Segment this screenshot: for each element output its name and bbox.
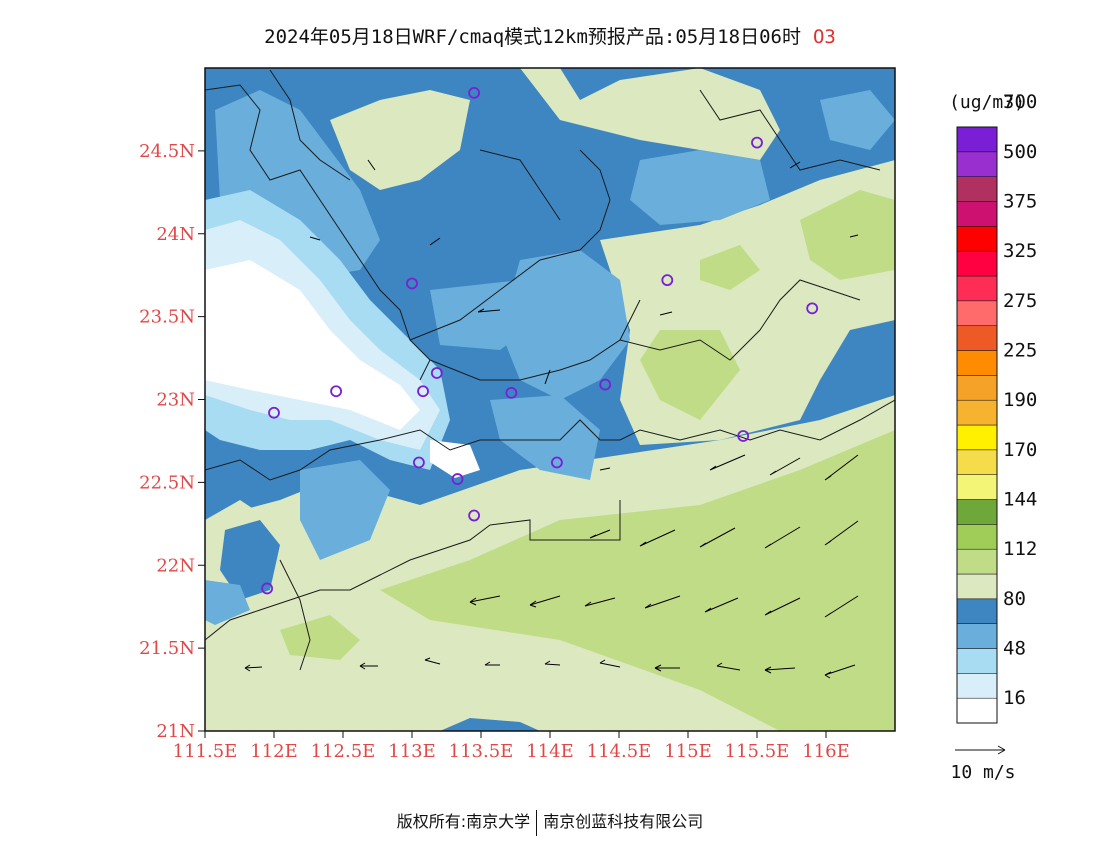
lon-tick-label: 113.5E bbox=[449, 741, 514, 762]
wind-vectors bbox=[244, 159, 859, 679]
colorbar-swatch bbox=[956, 673, 998, 699]
colorbar-swatch bbox=[956, 573, 998, 600]
wind-reference-arrow bbox=[955, 745, 1006, 755]
colorbar-swatch bbox=[956, 499, 998, 525]
lat-tick-label: 23.5N bbox=[139, 307, 195, 328]
boundary-lines bbox=[205, 69, 895, 671]
station-marker bbox=[417, 385, 429, 398]
lon-tick-label: 114E bbox=[526, 741, 574, 762]
colorbar-label: 16 bbox=[1003, 687, 1026, 709]
station-marker bbox=[330, 385, 343, 398]
colorbar-swatch bbox=[956, 325, 998, 351]
station-marker bbox=[751, 136, 763, 149]
colorbar-label: 112 bbox=[1003, 538, 1037, 560]
station-marker bbox=[261, 582, 274, 595]
station-marker bbox=[468, 86, 481, 99]
station-marker bbox=[268, 406, 280, 419]
lat-tick-label: 23N bbox=[156, 390, 195, 411]
colorbar-swatch bbox=[956, 176, 998, 202]
station-marker bbox=[551, 456, 563, 469]
colorbar bbox=[956, 126, 998, 724]
lon-tick-label: 112.5E bbox=[311, 741, 376, 762]
copyright-right: 南京创蓝科技有限公司 bbox=[543, 812, 704, 831]
lat-tick-label: 24N bbox=[156, 224, 195, 245]
latitude-axis: 21N 21.5N 22N 22.5N 23N 23.5N 24N 24.5N bbox=[139, 141, 205, 742]
colorbar-swatch bbox=[956, 449, 998, 475]
lat-tick-label: 22N bbox=[156, 555, 195, 576]
colorbar-swatch bbox=[956, 201, 998, 227]
station-marker bbox=[737, 430, 750, 442]
lon-tick-label: 111.5E bbox=[173, 741, 238, 762]
station-markers bbox=[261, 86, 819, 595]
copyright-separator bbox=[536, 809, 538, 836]
colorbar-swatch bbox=[956, 250, 998, 277]
lat-tick-label: 24.5N bbox=[139, 141, 195, 162]
colorbar-label: 225 bbox=[1003, 340, 1037, 362]
colorbar-label: 144 bbox=[1003, 489, 1037, 511]
lat-tick-label: 21.5N bbox=[139, 638, 195, 659]
colorbar-swatch bbox=[956, 598, 998, 624]
station-marker bbox=[412, 456, 425, 469]
lon-tick-label: 114.5E bbox=[587, 741, 652, 762]
station-marker bbox=[451, 473, 464, 485]
station-marker bbox=[505, 386, 518, 399]
map-title: 2024年05月18日WRF/cmaq模式12km预报产品:05月18日06时 O… bbox=[0, 22, 1100, 49]
station-marker bbox=[468, 509, 481, 522]
colorbar-swatch bbox=[956, 424, 998, 451]
colorbar-label: 170 bbox=[1003, 439, 1037, 461]
lat-tick-label: 22.5N bbox=[139, 472, 195, 493]
title-species: O3 bbox=[812, 26, 836, 48]
colorbar-swatch bbox=[956, 648, 998, 674]
station-marker bbox=[806, 302, 819, 315]
colorbar-label: 700 bbox=[1003, 91, 1037, 113]
colorbar-labels: 16 48 80 112 144 170 190 225 275 325 375 500 700 bbox=[1003, 91, 1037, 709]
lon-tick-label: 116E bbox=[802, 741, 850, 762]
lon-tick-label: 115E bbox=[664, 741, 712, 762]
colorbar-label: 325 bbox=[1003, 240, 1037, 262]
colorbar-swatch bbox=[956, 226, 998, 252]
colorbar-swatch bbox=[956, 524, 998, 550]
colorbar-label: 275 bbox=[1003, 290, 1037, 312]
o3-concentration-field bbox=[205, 68, 895, 731]
copyright-left: 版权所有:南京大学 bbox=[396, 812, 531, 831]
colorbar-label: 500 bbox=[1003, 141, 1037, 163]
colorbar-unit: (ug/m3) bbox=[949, 92, 1025, 113]
lon-tick-label: 113E bbox=[388, 741, 436, 762]
colorbar-swatch bbox=[956, 375, 998, 401]
colorbar-swatch bbox=[956, 399, 998, 426]
wind-reference-label: 10 m/s bbox=[950, 762, 1015, 783]
longitude-axis: 111.5E 112E 112.5E 113E 113.5E 114E 114.5E 115E… bbox=[173, 731, 850, 762]
colorbar-label: 375 bbox=[1003, 191, 1037, 213]
station-marker bbox=[406, 277, 418, 290]
station-marker bbox=[430, 367, 443, 379]
colorbar-swatch bbox=[956, 350, 998, 376]
colorbar-swatch bbox=[956, 697, 998, 724]
colorbar-swatch bbox=[956, 275, 998, 302]
copyright-line: 版权所有:南京大学 南京创蓝科技有限公司 bbox=[0, 808, 1100, 836]
colorbar-swatch bbox=[956, 548, 998, 575]
lat-tick-label: 21N bbox=[156, 721, 195, 742]
wind-reference: 10 m/s bbox=[950, 745, 1016, 783]
colorbar-label: 80 bbox=[1003, 588, 1026, 610]
colorbar-swatch bbox=[956, 300, 998, 326]
title-main: 2024年05月18日WRF/cmaq模式12km预报产品:05月18日06时 bbox=[264, 26, 801, 48]
station-marker bbox=[599, 378, 612, 391]
colorbar-label: 48 bbox=[1003, 638, 1026, 660]
lon-tick-label: 115.5E bbox=[725, 741, 790, 762]
colorbar-swatch bbox=[956, 623, 998, 649]
colorbar-swatch bbox=[956, 474, 998, 500]
station-marker bbox=[661, 274, 674, 287]
lon-tick-label: 112E bbox=[250, 741, 298, 762]
colorbar-label: 190 bbox=[1003, 389, 1037, 411]
colorbar-frame bbox=[956, 126, 998, 724]
colorbar-swatch bbox=[956, 151, 998, 177]
colorbar-swatch bbox=[956, 126, 998, 153]
